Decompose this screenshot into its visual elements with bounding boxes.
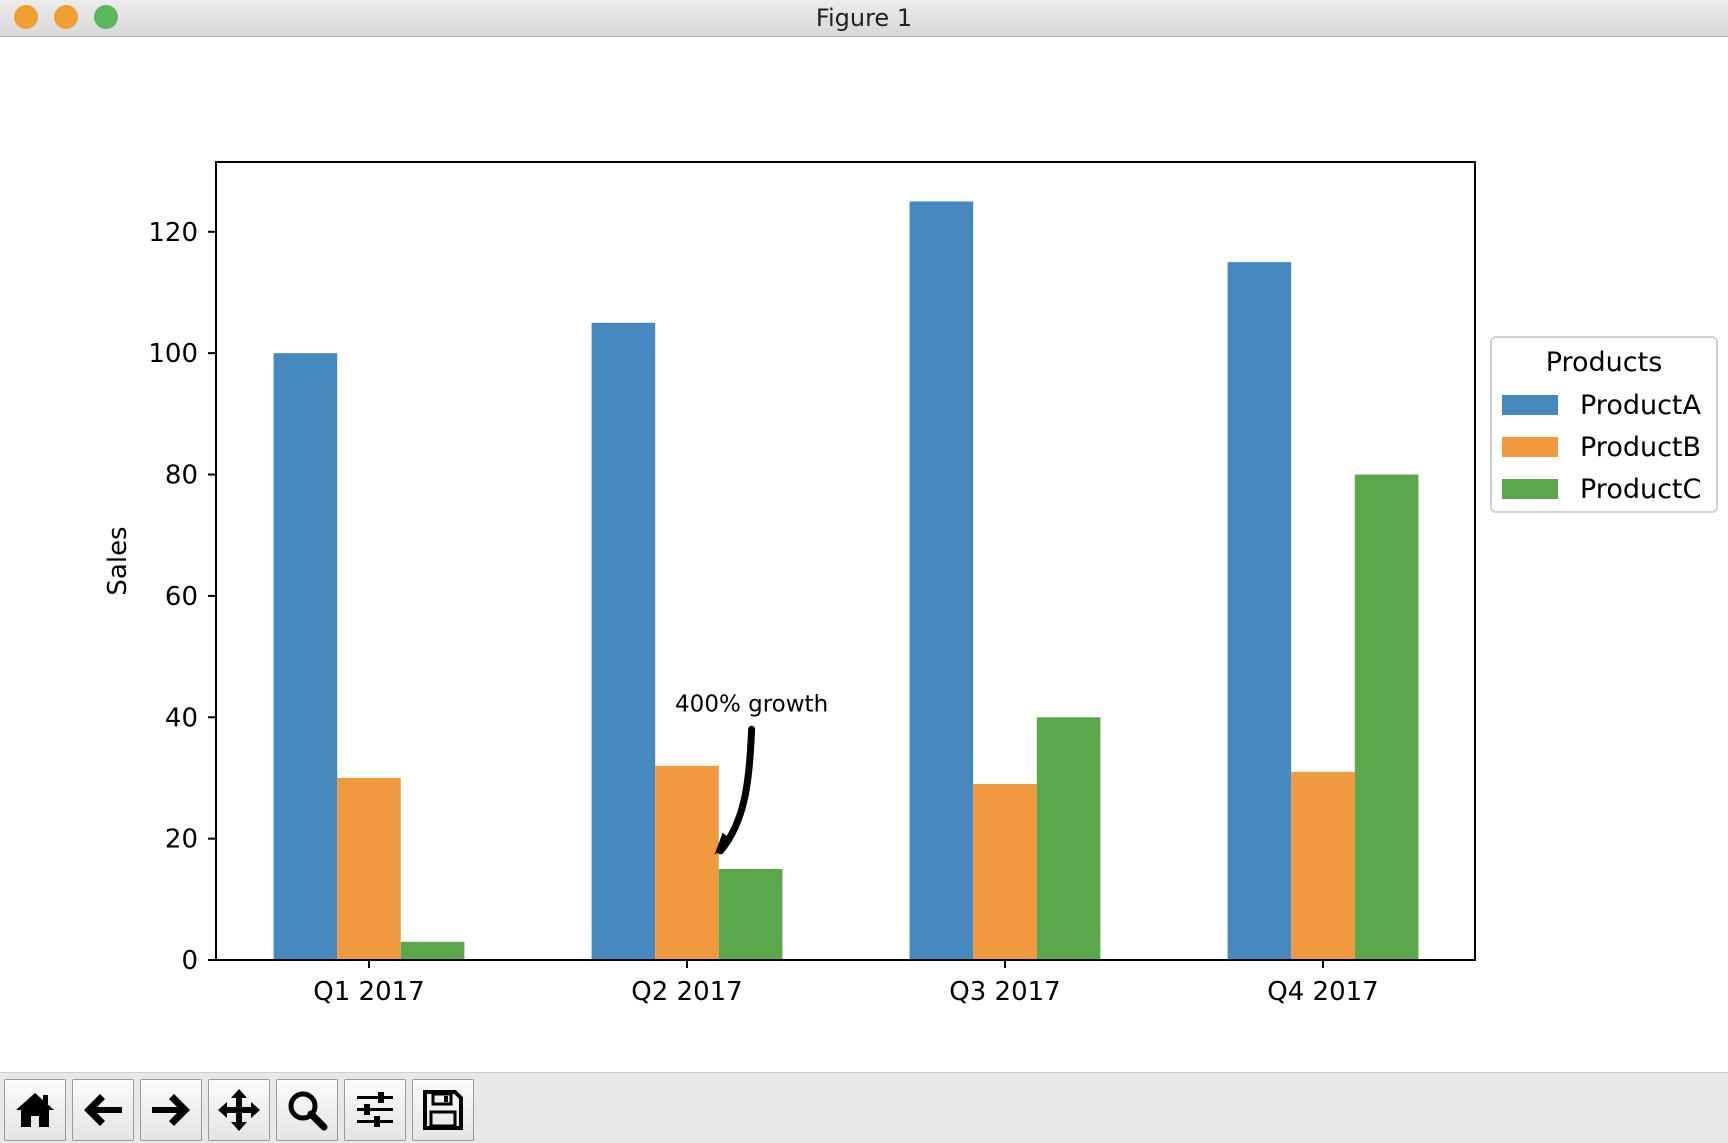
forward-button[interactable] [140,1079,202,1141]
bar-productc-2 [718,868,783,960]
floppy-disk-icon [423,1090,463,1130]
navigation-toolbar [0,1072,1728,1143]
pan-button[interactable] [208,1079,270,1141]
y-tick-label: 80 [165,461,198,491]
bar-productc-4 [1354,474,1419,960]
home-icon [16,1093,54,1127]
plot-frame [215,161,1476,961]
minimize-window-button[interactable] [54,5,78,29]
bar-productb-3 [973,784,1037,960]
arrow-right-icon [152,1094,190,1126]
bar-producta-4 [1227,262,1292,960]
bar-producta-2 [591,322,656,960]
legend-box [1490,336,1718,513]
legend-label-productc: ProductC [1580,474,1701,505]
bar-productb-2 [655,765,719,960]
x-tick-label: Q2 2017 [631,977,742,1007]
window-title: Figure 1 [815,4,913,32]
bar-productc-1 [400,941,465,960]
sliders-icon [357,1092,393,1127]
legend-swatch-productc [1502,479,1558,499]
bar-productb-1 [337,777,401,960]
y-tick-label: 120 [148,218,198,248]
save-button[interactable] [412,1079,474,1141]
move-icon [218,1089,260,1131]
zoom-button[interactable] [276,1079,338,1141]
y-tick-label: 60 [165,582,198,612]
x-tick-label: Q1 2017 [313,977,424,1007]
bar-producta-3 [909,201,974,960]
arrow-left-icon [84,1094,122,1126]
home-button[interactable] [4,1079,66,1141]
zoom-window-button[interactable] [94,5,118,29]
bar-chart: 0 20 40 60 80 100 120 Q1 2017 Q2 2017 Q3 2017 Q4 2… [103,161,1718,1007]
window-titlebar: Figure 1 [0,0,1728,37]
bar-productb-4 [1291,771,1355,960]
back-button[interactable] [72,1079,134,1141]
legend-title: Products [1546,347,1663,378]
legend-label-productb: ProductB [1580,432,1701,463]
y-tick-label: 40 [165,703,198,733]
y-axis-label: Sales [103,526,133,595]
y-tick-label: 100 [148,339,198,369]
x-tick-label: Q3 2017 [949,977,1060,1007]
configure-subplots-button[interactable] [344,1079,406,1141]
y-tick-label: 0 [181,946,198,976]
legend-swatch-productb [1502,437,1558,457]
close-window-button[interactable] [14,5,38,29]
x-tick-label: Q4 2017 [1267,977,1378,1007]
legend-swatch-producta [1502,395,1558,415]
annotation-arrowhead [714,832,733,855]
annotation-arrow [717,725,756,855]
annotation-text: 400% growth [675,691,828,717]
figure-canvas: 0 20 40 60 80 100 120 Q1 2017 Q2 2017 Q3 2017 Q4 2… [0,37,1728,1071]
magnifier-icon [288,1091,328,1131]
legend-label-producta: ProductA [1580,390,1702,421]
bar-productc-3 [1036,717,1101,960]
bar-producta-1 [273,353,338,960]
y-tick-label: 20 [165,825,198,855]
